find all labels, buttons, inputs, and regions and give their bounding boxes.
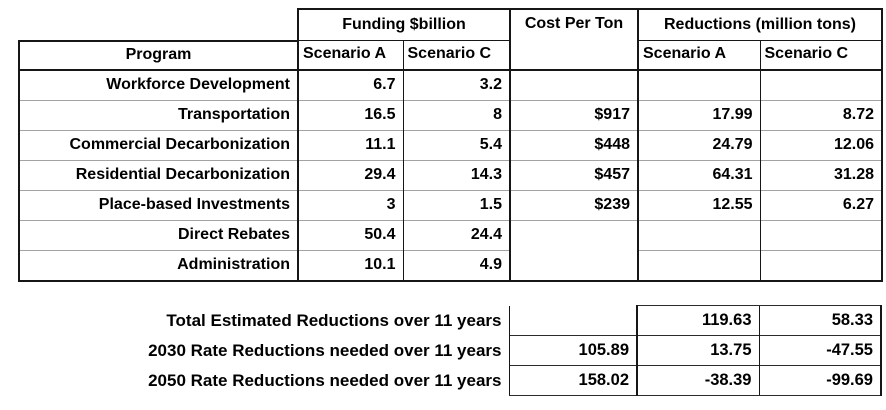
funding-c-cell[interactable]: 8	[402, 99, 510, 130]
summary-reduction-c-cell[interactable]: -99.69	[758, 365, 882, 396]
reduction-a-cell[interactable]	[637, 68, 760, 100]
table-row: Residential Decarbonization 29.4 14.3 $4…	[18, 159, 883, 190]
reduction-c-cell[interactable]: 12.06	[759, 129, 883, 160]
table-row: Transportation 16.5 8 $917 17.99 8.72	[18, 99, 883, 130]
program-cell[interactable]: Direct Rebates	[18, 219, 298, 250]
reduction-c-cell[interactable]: 31.28	[759, 159, 883, 190]
table-row: Administration 10.1 4.9	[18, 249, 883, 282]
summary-cost-cell[interactable]	[508, 305, 637, 336]
table-row: Commercial Decarbonization 11.1 5.4 $448…	[18, 129, 883, 160]
reduction-c-cell[interactable]: 8.72	[759, 99, 883, 130]
program-cell[interactable]: Transportation	[18, 99, 298, 130]
cost-cell[interactable]: $917	[509, 99, 638, 130]
reductions-scenario-a-header[interactable]: Scenario A	[637, 40, 760, 70]
funding-c-cell[interactable]: 5.4	[402, 129, 510, 160]
reduction-a-cell[interactable]	[637, 219, 760, 250]
header-group-row: Funding $billion Cost Per Ton Reductions…	[19, 8, 883, 70]
reduction-c-cell[interactable]	[759, 68, 883, 100]
header-scenario-row: Program Scenario A Scenario C Scenario A…	[18, 39, 883, 70]
table-row: Direct Rebates 50.4 24.4	[18, 219, 883, 282]
funding-a-cell[interactable]: 3	[297, 189, 403, 220]
funding-a-cell[interactable]: 11.1	[297, 129, 403, 160]
program-cell[interactable]: Residential Decarbonization	[18, 159, 298, 190]
summary-row: 2030 Rate Reductions needed over 11 year…	[18, 335, 882, 366]
corner-blank-cell	[19, 9, 298, 41]
table-row: Workforce Development 6.7 3.2	[18, 68, 883, 100]
program-table: Funding $billion Cost Per Ton Reductions…	[18, 8, 883, 282]
program-cell[interactable]: Commercial Decarbonization	[18, 129, 298, 160]
summary-row: Total Estimated Reductions over 11 years…	[18, 305, 882, 336]
reduction-a-cell[interactable]: 64.31	[637, 159, 760, 190]
funding-group-header[interactable]: Funding $billion	[297, 8, 510, 41]
reduction-a-cell[interactable]: 12.55	[637, 189, 760, 220]
funding-c-cell[interactable]: 4.9	[402, 249, 510, 282]
funding-a-cell[interactable]: 50.4	[297, 219, 403, 250]
cost-cell[interactable]	[509, 68, 638, 100]
reduction-a-cell[interactable]: 17.99	[637, 99, 760, 130]
summary-reduction-a-cell[interactable]: -38.39	[636, 365, 759, 396]
program-cell[interactable]: Administration	[18, 249, 298, 282]
funding-c-cell[interactable]: 1.5	[402, 189, 510, 220]
summary-reduction-c-cell[interactable]: 58.33	[758, 305, 882, 336]
summary-label: 2050 Rate Reductions needed over 11 year…	[148, 370, 502, 390]
cost-per-ton-header[interactable]: Cost Per Ton	[509, 8, 638, 70]
summary-reduction-a-cell[interactable]: 119.63	[636, 305, 759, 336]
program-cell[interactable]: Place-based Investments	[18, 189, 298, 220]
table-row: Place-based Investments 3 1.5 $239 12.55…	[18, 189, 883, 220]
reduction-c-cell[interactable]	[759, 249, 883, 282]
reduction-c-cell[interactable]	[759, 219, 883, 250]
summary-reduction-c-cell[interactable]: -47.55	[758, 335, 882, 366]
cost-cell[interactable]: $448	[509, 129, 638, 160]
summary-label: 2030 Rate Reductions needed over 11 year…	[148, 340, 502, 360]
reduction-a-cell[interactable]: 24.79	[637, 129, 760, 160]
funding-scenario-a-header[interactable]: Scenario A	[297, 40, 403, 70]
program-cell[interactable]: Workforce Development	[18, 68, 298, 100]
funding-scenario-c-header[interactable]: Scenario C	[402, 40, 510, 70]
funding-a-cell[interactable]: 16.5	[297, 99, 403, 130]
summary-reduction-a-cell[interactable]: 13.75	[636, 335, 759, 366]
reductions-scenario-c-header[interactable]: Scenario C	[759, 40, 883, 70]
program-column-header[interactable]: Program	[18, 39, 298, 70]
summary-cost-cell[interactable]: 158.02	[508, 365, 637, 396]
reduction-a-cell[interactable]	[637, 249, 760, 282]
summary-cost-cell[interactable]: 105.89	[508, 335, 637, 366]
funding-a-cell[interactable]: 29.4	[297, 159, 403, 190]
cost-cell[interactable]: $457	[509, 159, 638, 190]
summary-row: 2050 Rate Reductions needed over 11 year…	[18, 365, 882, 396]
funding-c-cell[interactable]: 3.2	[402, 68, 510, 100]
funding-c-cell[interactable]: 14.3	[402, 159, 510, 190]
cost-cell[interactable]	[509, 219, 638, 282]
funding-c-cell[interactable]: 24.4	[402, 219, 510, 250]
reduction-c-cell[interactable]: 6.27	[759, 189, 883, 220]
summary-label: Total Estimated Reductions over 11 years	[166, 310, 502, 330]
reductions-group-header[interactable]: Reductions (million tons)	[637, 8, 883, 41]
summary-table: Total Estimated Reductions over 11 years…	[18, 305, 882, 396]
cost-cell[interactable]: $239	[509, 189, 638, 220]
funding-a-cell[interactable]: 10.1	[297, 249, 403, 282]
funding-a-cell[interactable]: 6.7	[297, 68, 403, 100]
